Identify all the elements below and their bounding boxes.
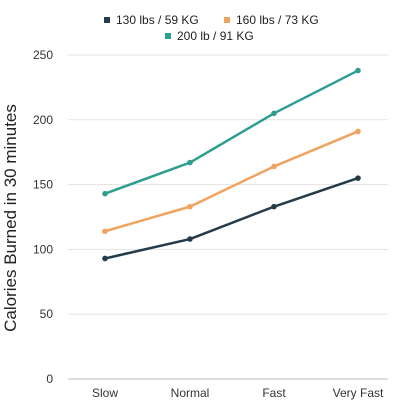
y-axis-label: Calories Burned in 30 minutes — [1, 104, 20, 332]
y-tick-label: 250 — [33, 48, 53, 62]
legend-label: 130 lbs / 59 KG — [116, 13, 199, 27]
x-tick-label: Normal — [171, 386, 210, 400]
series-1 — [102, 175, 361, 262]
data-point — [355, 175, 361, 181]
legend-item: 130 lbs / 59 KG — [104, 13, 199, 27]
legend-label: 200 lb / 91 KG — [177, 29, 254, 43]
data-point — [271, 163, 277, 170]
y-tick-label: 200 — [33, 113, 53, 127]
x-tick-label: Very Fast — [333, 386, 384, 400]
y-axis-ticks: 0 50 100 150 200 250 — [33, 48, 53, 386]
legend-label: 160 lbs / 73 KG — [236, 13, 319, 27]
data-point — [355, 128, 361, 135]
data-point — [187, 236, 193, 242]
data-point — [187, 159, 193, 166]
data-point — [102, 255, 108, 262]
series-line — [103, 130, 360, 233]
series-2 — [102, 128, 361, 235]
data-point — [102, 190, 108, 197]
data-point — [355, 67, 361, 74]
legend: 130 lbs / 59 KG 160 lbs / 73 KG 200 lb / 9… — [104, 13, 319, 43]
x-tick-label: Fast — [262, 386, 286, 400]
series-3 — [102, 67, 361, 197]
data-point — [271, 110, 277, 117]
legend-swatch — [165, 33, 171, 39]
series-lines — [102, 67, 361, 262]
y-tick-label: 0 — [46, 372, 53, 386]
series-line — [103, 69, 360, 195]
gridlines — [68, 54, 388, 380]
legend-item: 160 lbs / 73 KG — [224, 13, 319, 27]
x-axis-ticks: Slow Normal Fast Very Fast — [92, 386, 384, 400]
series-line — [103, 176, 360, 260]
data-point — [271, 203, 277, 210]
legend-swatch — [224, 17, 230, 23]
legend-item: 200 lb / 91 KG — [165, 29, 254, 43]
legend-swatch — [104, 17, 110, 23]
x-tick-label: Slow — [92, 386, 118, 400]
y-tick-label: 150 — [33, 178, 53, 192]
data-point — [102, 228, 108, 235]
y-tick-label: 100 — [33, 242, 53, 256]
y-tick-label: 50 — [40, 307, 54, 321]
data-point — [187, 203, 193, 210]
